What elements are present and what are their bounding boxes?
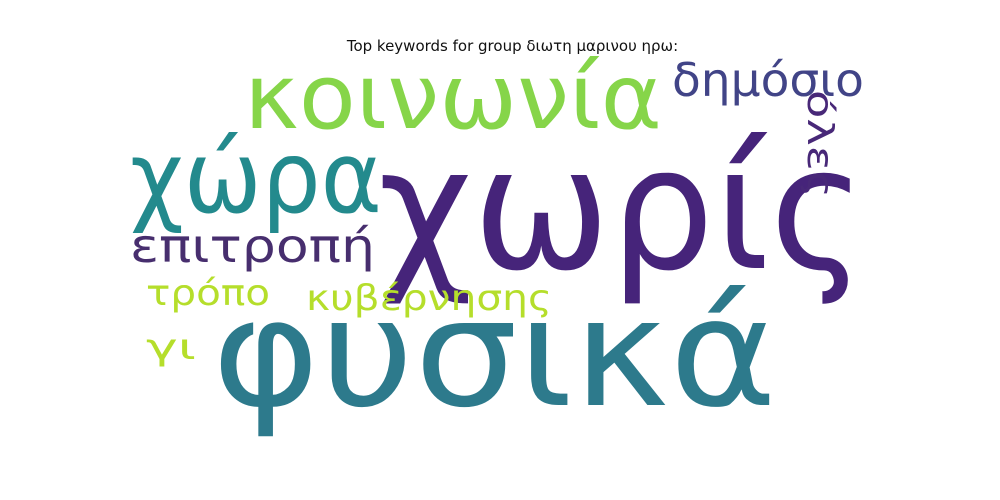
word-8: τρόπο: [146, 273, 270, 314]
word-2: φυσικά: [212, 267, 777, 441]
word-5: δημόσιο: [672, 53, 864, 107]
chart-title: Top keywords for group διωτη μαρινου ηρω…: [346, 37, 679, 55]
word-10: γι: [146, 327, 196, 368]
word-4: κοινωνία: [244, 45, 662, 150]
word-9: όλες: [799, 90, 840, 198]
word-6: επιτροπή: [130, 219, 375, 273]
word-7: κυβέρνησης: [306, 278, 552, 319]
word-1: χωρίς: [378, 111, 866, 309]
word-3: χώρα: [130, 119, 382, 236]
